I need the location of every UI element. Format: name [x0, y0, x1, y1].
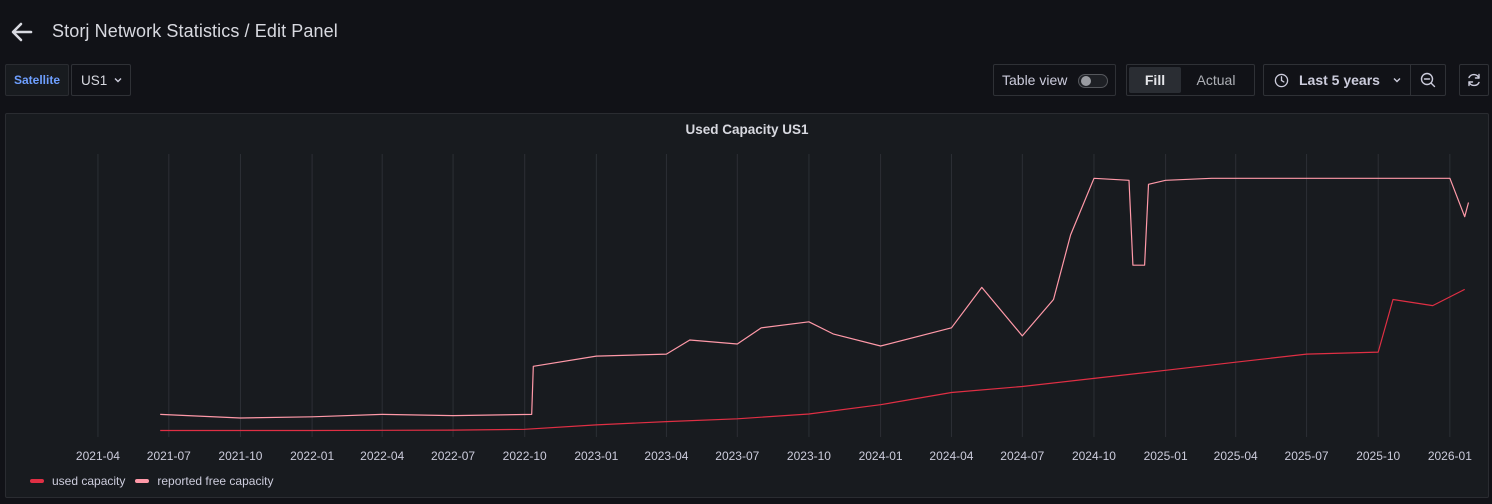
arrow-left-icon	[11, 22, 33, 42]
x-tick-label: 2022-10	[503, 449, 547, 463]
x-tick-label: 2025-07	[1285, 449, 1329, 463]
variable-label: Satellite	[5, 64, 70, 96]
toggle-knob	[1081, 76, 1091, 86]
legend-swatch	[135, 479, 150, 483]
chevron-down-icon	[1393, 78, 1401, 83]
x-tick-label: 2021-04	[76, 449, 120, 463]
legend-label: used capacity	[52, 474, 126, 488]
clock-icon	[1274, 73, 1289, 87]
x-tick-label: 2025-04	[1214, 449, 1258, 463]
time-range-label: Last 5 years	[1299, 72, 1380, 88]
time-range-button[interactable]: Last 5 years	[1264, 65, 1412, 95]
fill-actual-radio-group: Fill Actual	[1126, 64, 1255, 96]
chart-legend: used capacity reported free capacity	[30, 474, 283, 488]
x-tick-label: 2024-01	[859, 449, 903, 463]
fill-option[interactable]: Fill	[1129, 67, 1181, 93]
x-tick-label: 2025-10	[1356, 449, 1400, 463]
satellite-select-value: US1	[81, 72, 108, 88]
refresh-button[interactable]	[1459, 64, 1489, 96]
x-tick-label: 2026-01	[1428, 449, 1472, 463]
table-view-label: Table view	[1002, 72, 1068, 88]
x-tick-label: 2023-01	[574, 449, 618, 463]
actual-option[interactable]: Actual	[1196, 72, 1236, 88]
x-tick-label: 2024-04	[929, 449, 973, 463]
series-line-used-capacity	[160, 288, 1465, 432]
x-tick-label: 2024-10	[1072, 449, 1116, 463]
zoom-out-button[interactable]	[1411, 65, 1445, 95]
time-picker: Last 5 years	[1263, 64, 1446, 96]
table-view-toggle[interactable]	[1078, 74, 1108, 88]
x-tick-label: 2022-04	[360, 449, 404, 463]
satellite-select[interactable]: US1	[71, 64, 131, 96]
x-tick-label: 2022-01	[290, 449, 334, 463]
header: Storj Network Statistics / Edit Panel	[0, 0, 1492, 62]
zoom-out-icon	[1420, 72, 1436, 88]
page-title: Storj Network Statistics / Edit Panel	[52, 21, 338, 41]
x-tick-label: 2023-07	[715, 449, 759, 463]
x-tick-label: 2021-07	[147, 449, 191, 463]
x-tick-label: 2024-07	[1000, 449, 1044, 463]
toolbar: Satellite US1 Table view Fill Actual Las…	[0, 62, 1492, 98]
chart-panel: 2021-04 2021-07 2021-10 2022-01 2022-04 2022-…	[5, 113, 1489, 498]
x-tick-label: 2023-10	[787, 449, 831, 463]
chart-canvas: 2021-04 2021-07 2021-10 2022-01 2022-04 2022-…	[76, 154, 1472, 463]
back-button[interactable]	[10, 20, 34, 44]
legend-item[interactable]: used capacity	[30, 474, 125, 488]
x-tick-label: 2021-10	[218, 449, 262, 463]
refresh-icon	[1468, 73, 1480, 87]
chart-title: Used Capacity US1	[685, 122, 809, 137]
table-view-control: Table view	[993, 64, 1116, 96]
legend-swatch	[30, 479, 44, 483]
x-tick-label: 2025-01	[1144, 449, 1188, 463]
chevron-down-icon	[114, 78, 122, 83]
x-tick-label: 2022-07	[431, 449, 475, 463]
legend-item[interactable]: reported free capacity	[135, 474, 273, 488]
series-line-reported-free-capacity	[160, 177, 1470, 419]
legend-label: reported free capacity	[157, 474, 274, 488]
x-tick-label: 2023-04	[644, 449, 688, 463]
